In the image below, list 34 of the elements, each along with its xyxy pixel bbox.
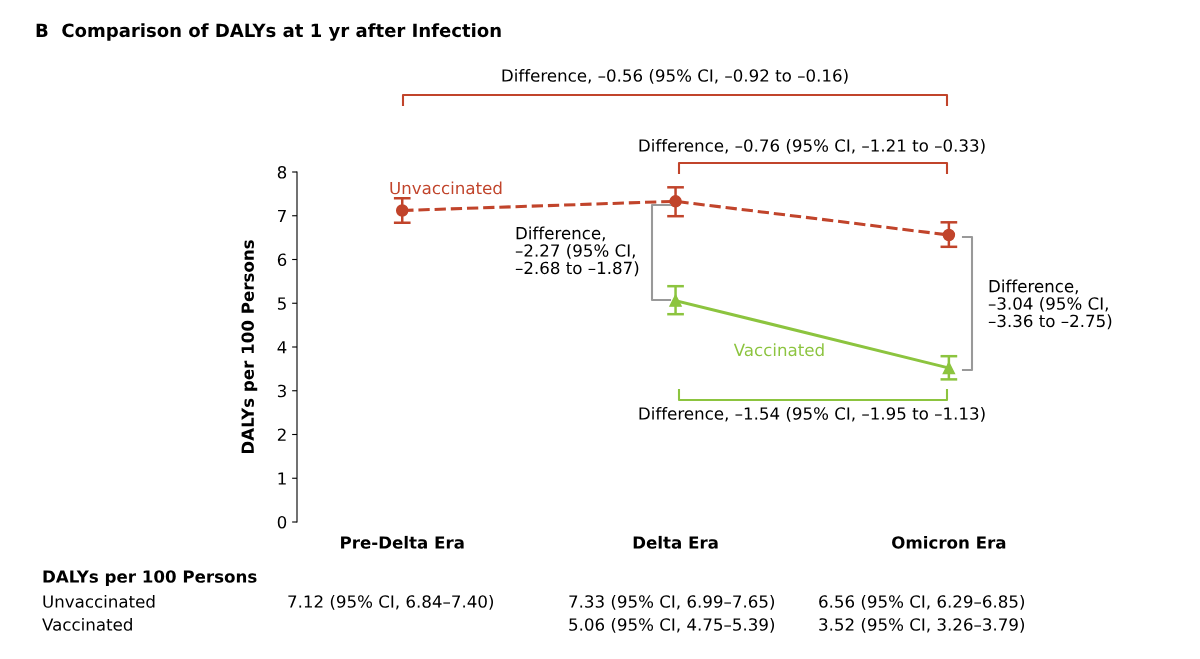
text: Difference, –0.56 (95% CI, –0.92 to –0.16): [502, 68, 848, 84]
annotation: Difference, –2.27 (95% CI, –2.68 to –1.87): [515, 226, 639, 277]
series-label: Unvaccinated: [390, 181, 502, 195]
x-tick-label: Pre-Delta Era: [341, 535, 464, 549]
point: [942, 361, 956, 375]
text: Vaccinated: [42, 617, 132, 631]
point: [669, 294, 682, 307]
y-tick-label: 2: [277, 428, 286, 441]
text: Unvaccinated: [43, 594, 155, 608]
point: [942, 228, 956, 242]
y-axis-title: DALYs per 100 Persons: [241, 240, 258, 454]
x-tick-label: Omicron Era: [892, 535, 1006, 549]
text: DALYs per 100 Persons: [43, 570, 257, 587]
y-tick-label: 4: [277, 341, 287, 354]
data-label: 5.06 (95% CI, 4.75–5.39): [569, 617, 775, 633]
chart-title: B Comparison of DALYs at 1 yr after Infection: [36, 23, 501, 41]
y-tick-label: 6: [277, 253, 287, 267]
y-tick-label: 1: [278, 472, 286, 485]
y-tick-label: 5: [277, 297, 286, 310]
y-tick-label: 7: [278, 209, 286, 223]
point: [669, 195, 682, 208]
data-label: 7.33 (95% CI, 6.99–7.65): [569, 594, 775, 610]
annotation: Difference, –3.04 (95% CI, –3.36 to –2.75): [988, 279, 1112, 330]
series-label: Vaccinated: [733, 343, 824, 357]
data-label: 6.56 (95% CI, 6.29–6.85): [819, 594, 1025, 610]
y-tick-label: 8: [277, 165, 287, 179]
data-label: 3.52 (95% CI, 3.26–3.79): [819, 617, 1025, 633]
y-tick-label: 3: [277, 384, 286, 398]
y-tick-label: 0: [277, 515, 287, 529]
x-tick-label: Delta Era: [633, 535, 718, 549]
annotation: Difference, –1.54 (95% CI, –1.95 to –1.13): [639, 406, 985, 422]
data-label: 7.12 (95% CI, 6.84–7.40): [288, 594, 494, 610]
text: Difference, –0.76 (95% CI, –1.21 to –0.33): [639, 138, 985, 154]
point: [395, 204, 409, 217]
